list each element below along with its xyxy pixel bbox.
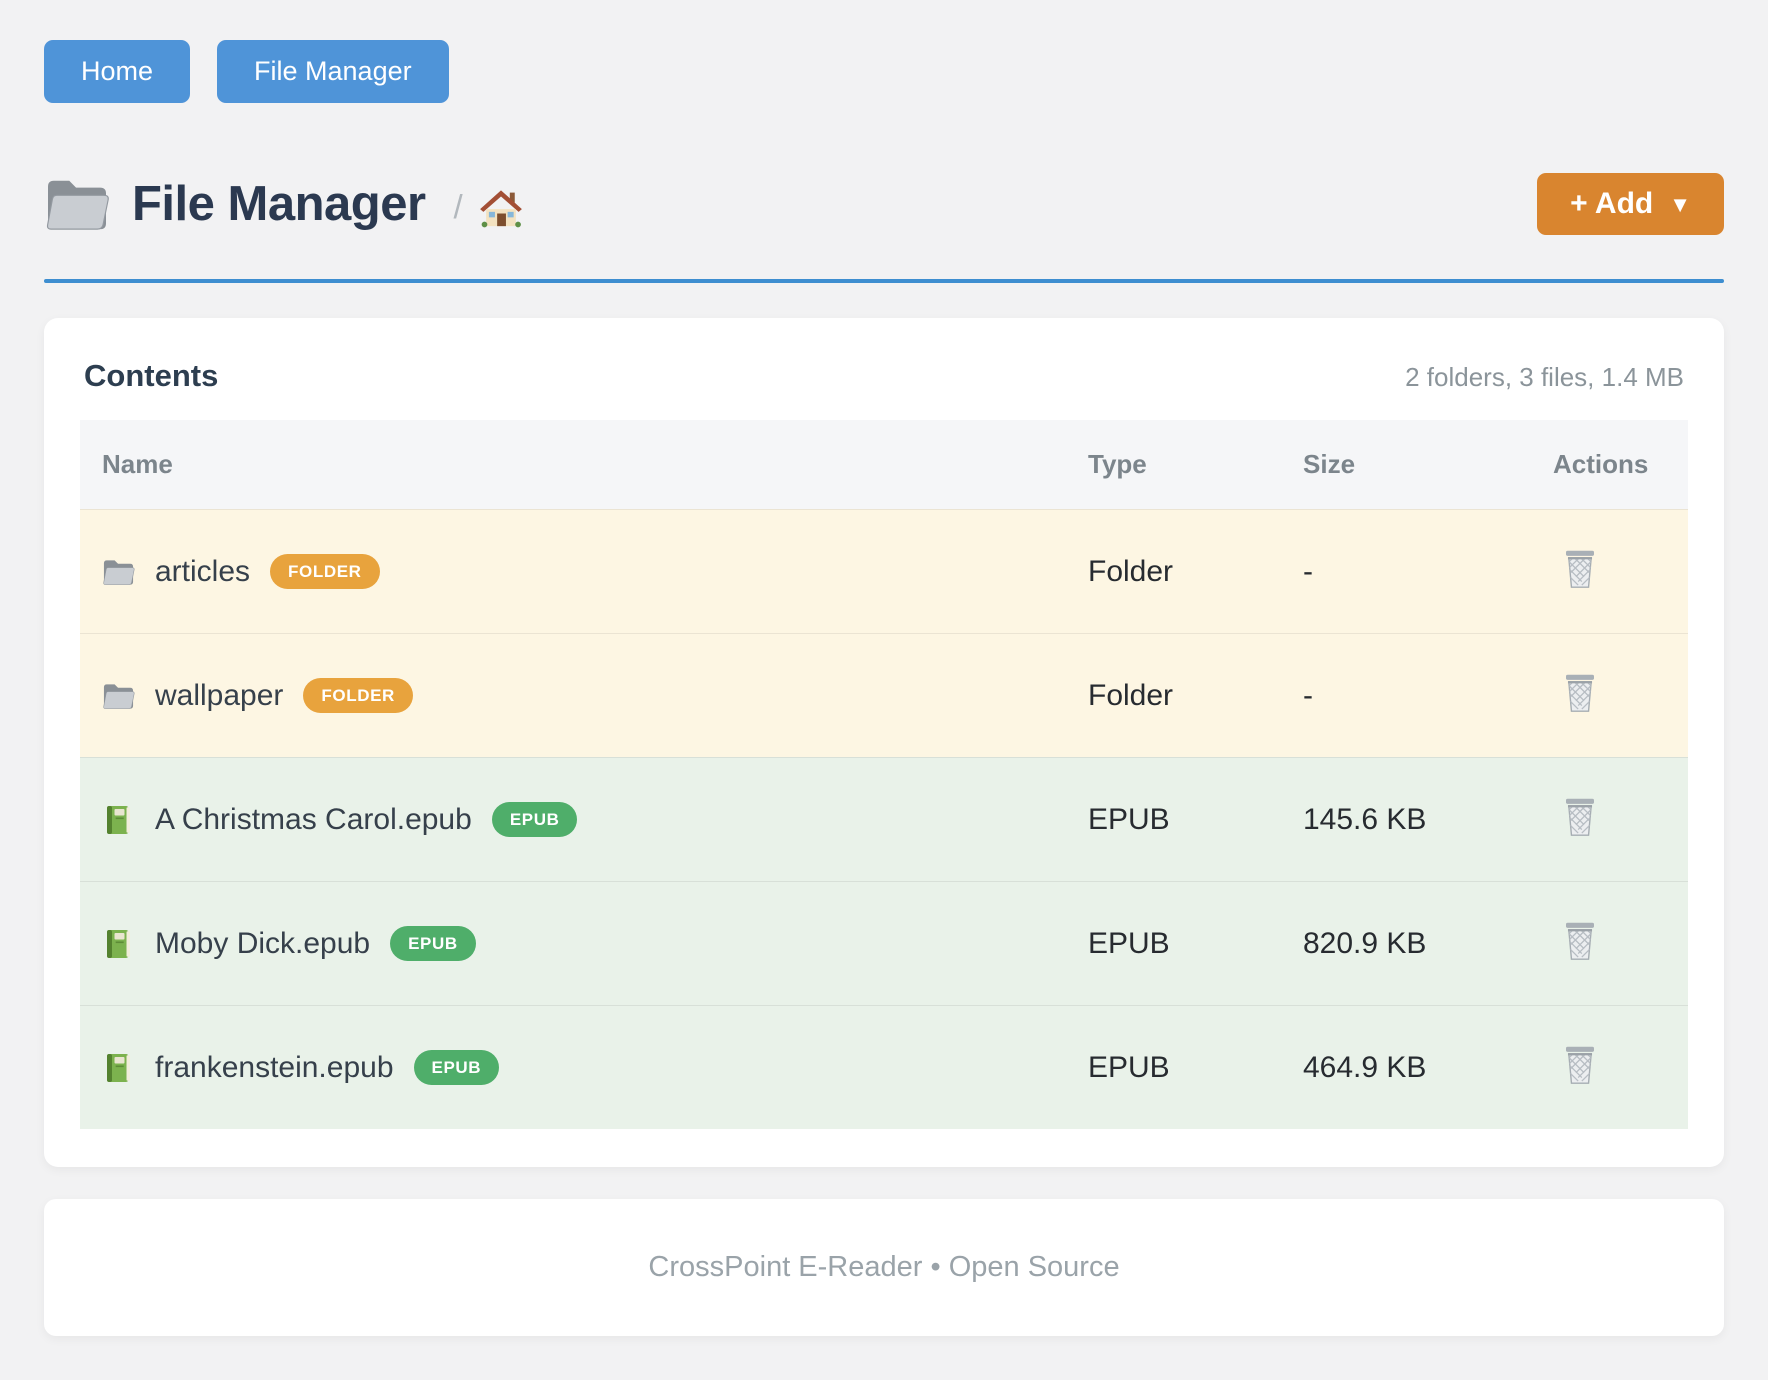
file-name[interactable]: frankenstein.epub [155,1050,394,1084]
table-body: articles FOLDER Folder - wallpaper FOLDE… [80,509,1688,1129]
file-type-badge: FOLDER [270,554,380,589]
contents-summary: 2 folders, 3 files, 1.4 MB [1405,362,1684,392]
breadcrumb-separator: / [453,188,463,225]
column-name: Name [102,449,173,479]
footer: CrossPoint E-Reader • Open Source [44,1199,1724,1336]
file-type: EPUB [1088,802,1170,836]
trash-icon [1561,1044,1599,1086]
column-size: Size [1303,449,1356,479]
file-name[interactable]: articles [155,554,251,588]
card-title: Contents [84,358,219,393]
book-icon [102,1053,135,1083]
file-size: 464.9 KB [1303,1050,1427,1084]
file-name[interactable]: A Christmas Carol.epub [155,802,472,836]
file-size: - [1303,554,1313,588]
file-type-badge: EPUB [413,1050,500,1085]
file-size: - [1303,678,1313,712]
trash-icon [1561,920,1599,962]
file-name[interactable]: Moby Dick.epub [155,926,371,960]
delete-button[interactable] [1561,920,1599,962]
table-row: A Christmas Carol.epub EPUB EPUB 145.6 K… [80,757,1688,881]
file-type-badge: EPUB [491,802,578,837]
top-nav: Home File Manager [0,0,1768,103]
file-type: Folder [1088,554,1174,588]
file-type-badge: FOLDER [303,678,413,713]
delete-button[interactable] [1561,548,1599,590]
table-row: Moby Dick.epub EPUB EPUB 820.9 KB [80,881,1688,1005]
contents-card: Contents 2 folders, 3 files, 1.4 MB Name… [44,318,1724,1167]
file-type-badge: EPUB [390,926,476,961]
folder-icon [102,681,135,711]
file-table: Name Type Size Actions articles FOLDER F… [80,420,1688,1129]
folder-icon [102,557,135,587]
book-icon [102,805,135,835]
add-button[interactable]: + Add ▼ [1537,173,1724,235]
table-row: articles FOLDER Folder - [80,509,1688,633]
file-size: 820.9 KB [1303,926,1427,960]
nav-file-manager-button[interactable]: File Manager [217,40,449,103]
delete-button[interactable] [1561,796,1599,838]
file-name[interactable]: wallpaper [155,678,284,712]
table-row: wallpaper FOLDER Folder - [80,633,1688,757]
page-header: File Manager / + Add ▼ [44,173,1724,235]
column-type: Type [1088,449,1147,479]
title-divider [44,279,1724,283]
file-type: EPUB [1088,1050,1170,1084]
trash-icon [1561,672,1599,714]
file-size: 145.6 KB [1303,802,1427,836]
trash-icon [1561,796,1599,838]
column-actions: Actions [1553,449,1649,479]
footer-text: CrossPoint E-Reader • Open Source [648,1251,1120,1283]
delete-button[interactable] [1561,1044,1599,1086]
delete-button[interactable] [1561,672,1599,714]
table-row: frankenstein.epub EPUB EPUB 464.9 KB [80,1005,1688,1129]
folder-icon [44,175,132,233]
breadcrumb-home-icon[interactable] [479,188,523,228]
add-button-label: + Add [1570,187,1654,220]
page-title: File Manager [132,177,426,231]
table-header: Name Type Size Actions [80,420,1688,509]
trash-icon [1561,548,1599,590]
file-type: Folder [1088,678,1174,712]
caret-down-icon: ▼ [1669,192,1691,217]
book-icon [102,929,135,959]
nav-home-button[interactable]: Home [44,40,191,103]
file-type: EPUB [1088,926,1170,960]
